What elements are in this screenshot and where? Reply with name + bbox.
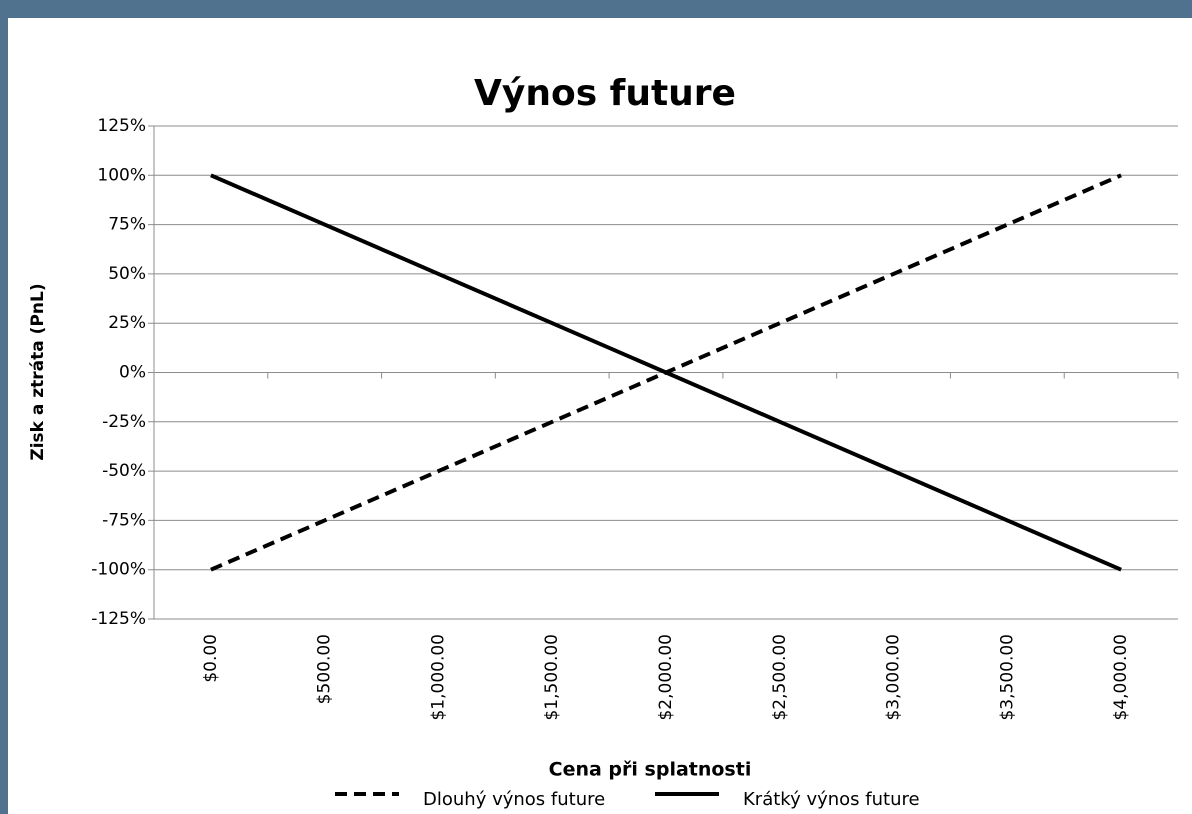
chart: Výnos future Zisk a ztráta (PnL) Cena př… (8, 18, 1192, 814)
y-tick-label: 0% (119, 363, 146, 383)
x-tick-label: $2,500.00 (770, 634, 790, 721)
x-tick-label: $0.00 (201, 634, 221, 683)
chart-title: Výnos future (474, 73, 736, 114)
x-tick-label: $500.00 (315, 634, 335, 704)
y-tick-label: -25% (102, 412, 146, 432)
y-axis-label: Zisk a ztráta (PnL) (28, 283, 48, 460)
y-tick-label: -75% (102, 510, 146, 530)
y-tick-label: 100% (97, 165, 146, 185)
y-tick-label: -125% (91, 609, 146, 629)
y-tick-label: -50% (102, 461, 146, 481)
x-tick-label: $3,000.00 (884, 634, 904, 721)
y-tick-label: 25% (108, 313, 146, 333)
x-axis-label: Cena při splatnosti (549, 759, 752, 781)
y-tick-label: 125% (97, 116, 146, 136)
x-tick-label: $2,000.00 (656, 634, 676, 721)
x-tick-label: $4,000.00 (1111, 634, 1131, 721)
y-tick-label: 50% (108, 264, 146, 284)
y-tick-label: -100% (91, 560, 146, 580)
x-tick-label: $3,500.00 (997, 634, 1017, 721)
x-tick-label: $1,000.00 (428, 634, 448, 721)
legend-label: Dlouhý výnos future (423, 789, 605, 810)
legend-label: Krátký výnos future (743, 789, 920, 810)
y-tick-label: 75% (108, 215, 146, 235)
series-line (210, 173, 1122, 572)
x-tick-label: $1,500.00 (542, 634, 562, 721)
